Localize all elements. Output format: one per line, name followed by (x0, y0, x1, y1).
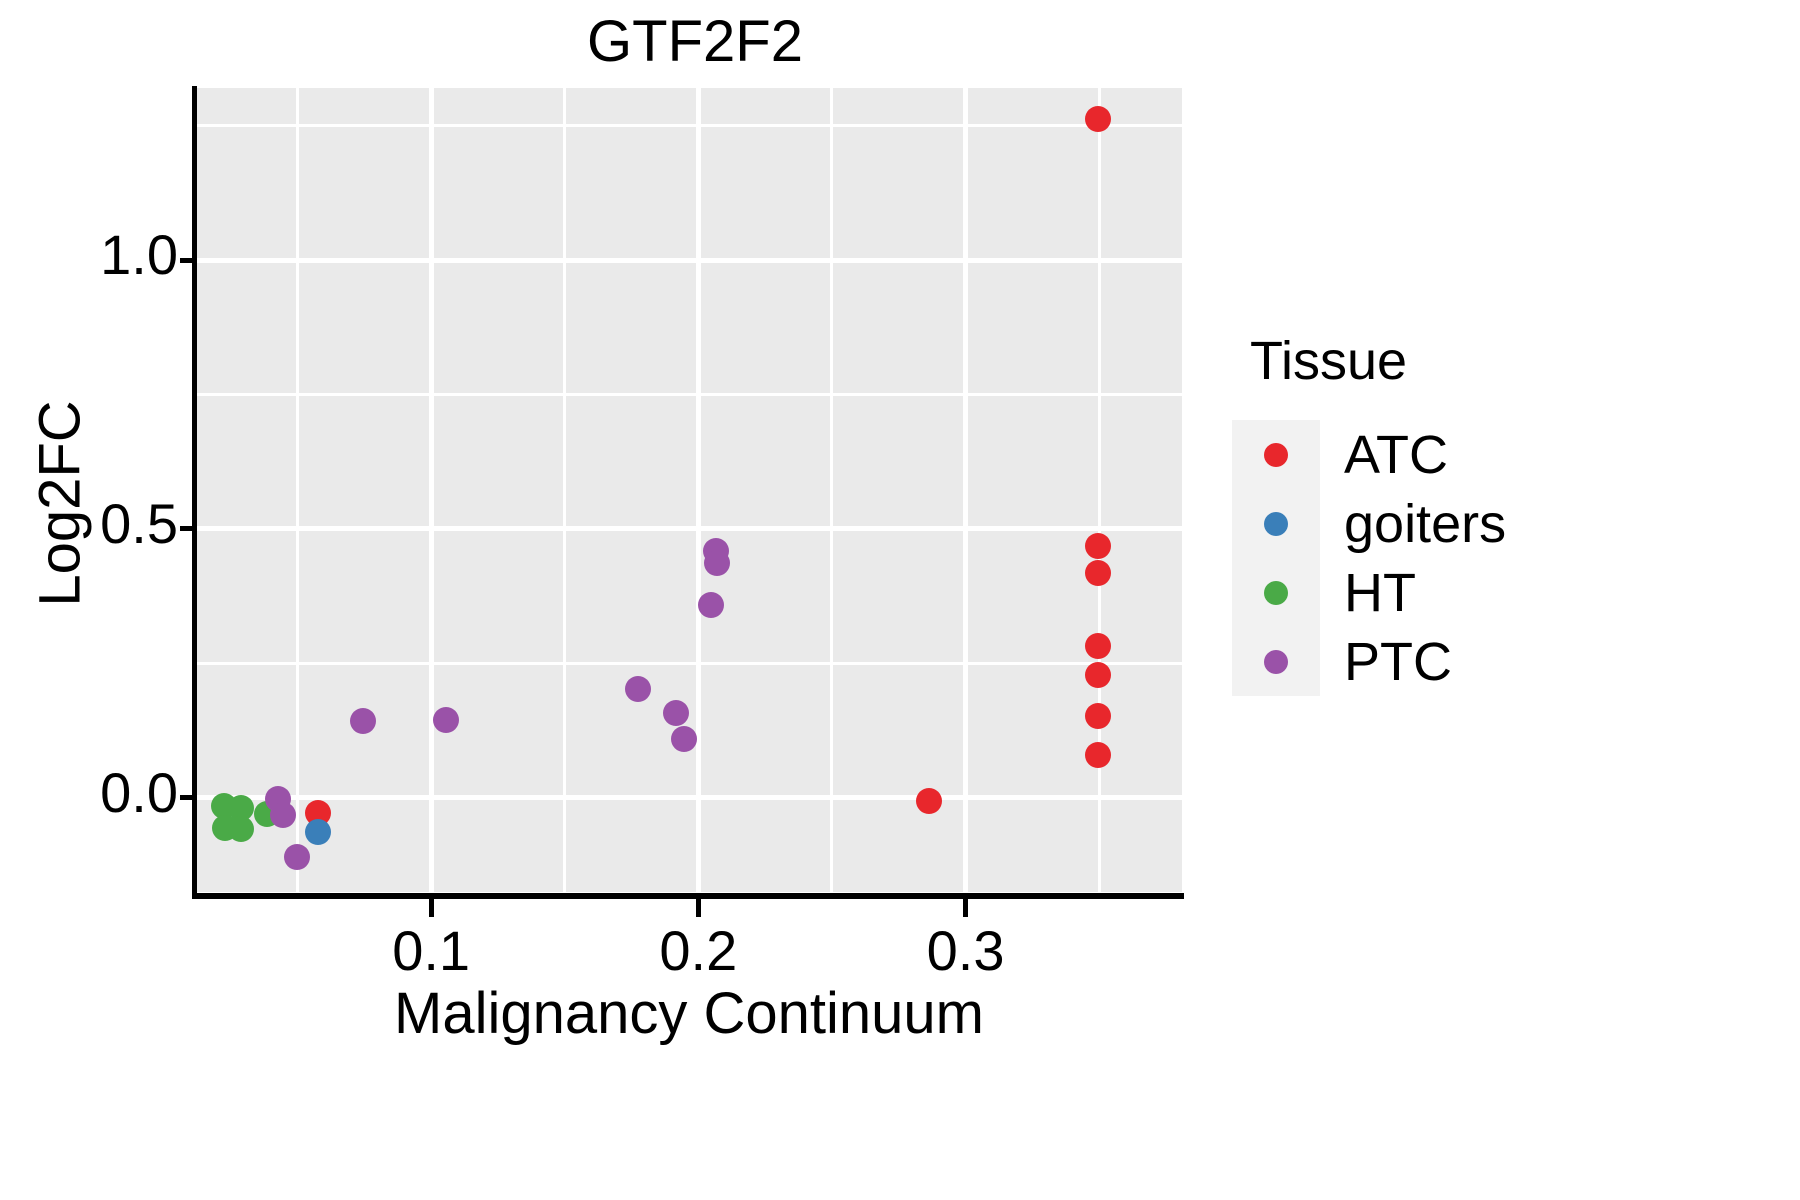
grid-line-minor-vertical (296, 88, 300, 892)
legend-item-ptc[interactable]: PTC (1232, 627, 1506, 696)
legend-item-goiters[interactable]: goiters (1232, 489, 1506, 558)
legend-item-label: ATC (1344, 424, 1448, 485)
grid-line-minor-horizontal (196, 661, 1182, 665)
legend-entries: ATC goiters HT PTC (1232, 420, 1506, 696)
grid-line-major-vertical (963, 88, 969, 892)
legend-swatch-cell (1232, 489, 1320, 558)
legend-dot-icon (1264, 442, 1288, 467)
legend-item-label: goiters (1344, 493, 1507, 554)
data-point-ptc (432, 706, 459, 733)
grid-line-major-horizontal (196, 795, 1182, 801)
legend-item-ht[interactable]: HT (1232, 558, 1506, 627)
legend-swatch-cell (1232, 627, 1320, 696)
legend-dot-icon (1264, 580, 1288, 605)
y-axis-line (192, 86, 197, 898)
legend-swatch-cell (1232, 558, 1320, 627)
data-point-ptc (703, 550, 730, 577)
legend-item-label: PTC (1344, 631, 1452, 692)
legend-swatch-cell (1232, 420, 1320, 489)
x-tick-mark (428, 899, 434, 917)
grid-line-major-vertical (695, 88, 701, 892)
grid-line-minor-vertical (1097, 88, 1101, 892)
plot-panel (196, 88, 1182, 892)
grid-line-minor-vertical (830, 88, 834, 892)
x-tick-label: 0.2 (659, 919, 738, 982)
x-tick-label: 0.3 (926, 919, 1005, 982)
data-point-atc (916, 788, 943, 815)
data-point-atc (1084, 632, 1111, 659)
grid-line-major-horizontal (196, 526, 1182, 532)
y-tick-mark (180, 795, 194, 801)
x-tick-mark (695, 899, 701, 917)
y-tick-label: 1.0 (100, 223, 178, 287)
data-point-goiters (304, 819, 331, 846)
grid-line-minor-horizontal (196, 393, 1182, 397)
data-point-atc (1084, 662, 1111, 689)
data-point-atc (1084, 533, 1111, 560)
data-point-ptc (350, 707, 376, 734)
legend-item-label: HT (1344, 562, 1416, 623)
data-point-atc (1084, 703, 1111, 730)
data-point-ptc (625, 675, 652, 702)
y-tick-mark (180, 257, 194, 263)
y-tick-label: 0.5 (100, 491, 178, 555)
data-point-atc (1084, 560, 1111, 587)
grid-line-minor-horizontal (196, 124, 1182, 128)
data-point-ptc (270, 802, 297, 829)
data-point-ptc (283, 844, 310, 871)
y-axis-title: Log2FC (27, 400, 93, 607)
data-point-ptc (662, 700, 689, 727)
data-point-ptc (671, 725, 698, 752)
x-axis-title: Malignancy Continuum (394, 981, 984, 1046)
legend: Tissue ATC goiters HT PTC (1232, 330, 1772, 696)
x-tick-label: 0.1 (392, 919, 471, 982)
legend-title: Tissue (1250, 331, 1408, 391)
legend-dot-icon (1264, 511, 1288, 536)
data-point-atc (1084, 106, 1111, 133)
grid-line-major-vertical (428, 88, 434, 892)
page-title: GTF2F2 (587, 9, 803, 74)
grid-line-minor-vertical (563, 88, 567, 892)
legend-dot-icon (1264, 649, 1288, 674)
x-tick-mark (963, 899, 969, 917)
grid-line-major-horizontal (196, 257, 1182, 263)
legend-item-atc[interactable]: ATC (1232, 420, 1506, 489)
y-tick-mark (180, 526, 194, 532)
x-axis-line (192, 893, 1184, 899)
data-point-ht (228, 816, 255, 843)
data-point-atc (1084, 742, 1111, 769)
y-tick-label: 0.0 (100, 760, 178, 824)
data-point-ptc (698, 592, 725, 619)
